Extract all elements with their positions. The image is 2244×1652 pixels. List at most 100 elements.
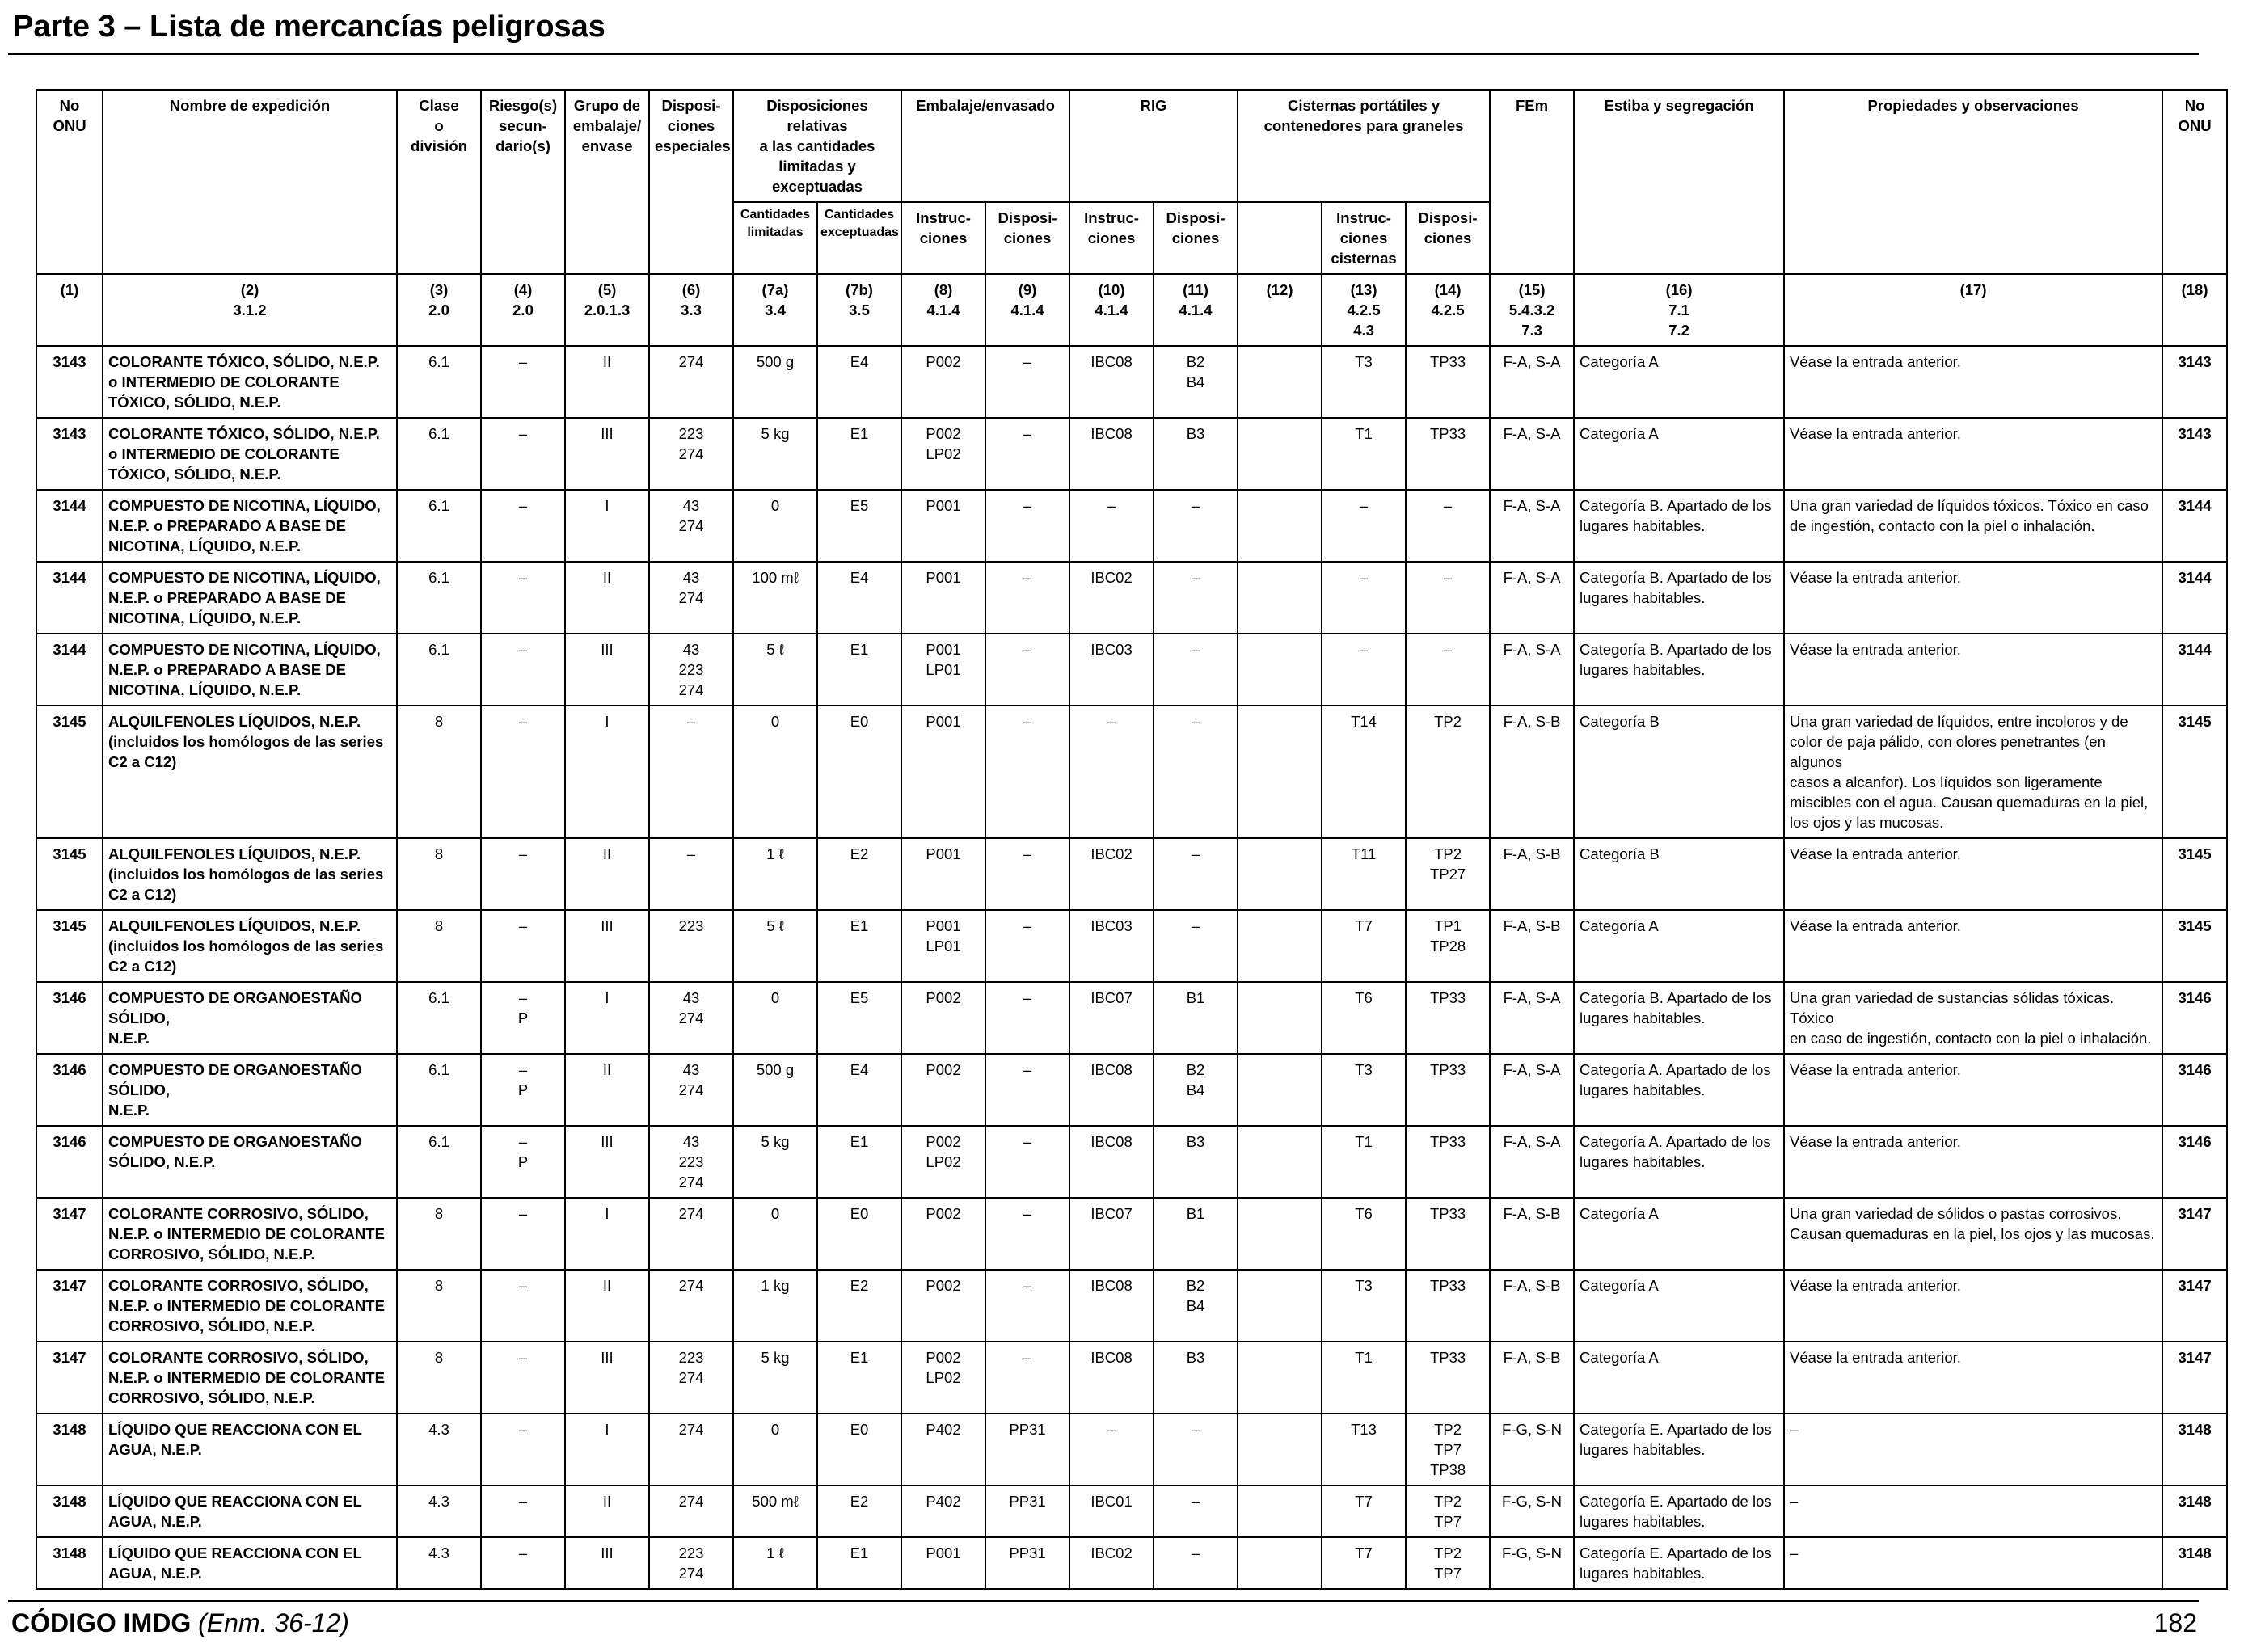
cell-propiedades: – <box>1783 1413 2164 1486</box>
table-row: 3145 ALQUILFENOLES LÍQUIDOS, N.E.P. (incl… <box>36 705 2229 839</box>
cell-onu-right: 3148 <box>2162 1413 2229 1486</box>
cell-grupo: III <box>564 909 650 983</box>
cell-onu-right: 3147 <box>2162 1269 2229 1342</box>
cell-cisternas-disposiciones: TP2 TP7 TP38 <box>1405 1413 1491 1486</box>
cell-cisternas-disposiciones: TP33 <box>1405 1341 1491 1414</box>
cell-embalaje-instrucciones: P001 LP01 <box>901 633 987 706</box>
cell-propiedades: Véase la entrada anterior. <box>1783 1341 2164 1414</box>
cell-riesgo: – <box>480 1485 566 1538</box>
cell-rig-instrucciones: IBC08 <box>1069 1125 1155 1199</box>
header-rig-instrucciones: Instruc- ciones <box>1069 201 1155 275</box>
cell-embalaje-instrucciones: P001 <box>901 489 987 563</box>
table-row: 3147 COLORANTE CORROSIVO, SÓLIDO, N.E.P. … <box>36 1197 2229 1271</box>
cell-rig-disposiciones: – <box>1153 909 1239 983</box>
cell-onu: 3147 <box>36 1197 103 1271</box>
cell-cisternas-col12 <box>1237 1413 1323 1486</box>
cell-rig-disposiciones: – <box>1153 705 1239 839</box>
cell-estiba: Categoría E. Apartado de los lugares hab… <box>1573 1413 1786 1486</box>
cell-estiba: Categoría A <box>1573 417 1786 491</box>
cell-clase: 8 <box>396 909 482 983</box>
cell-cantidades-exceptuadas: E0 <box>816 1197 903 1271</box>
dangerous-goods-table: No ONU Nombre de expedición Clase o divi… <box>36 89 2229 1590</box>
cell-nombre: COMPUESTO DE ORGANOESTAÑO SÓLIDO, N.E.P. <box>102 1125 398 1199</box>
cell-rig-disposiciones: B3 <box>1153 1341 1239 1414</box>
cell-disposiciones-especiales: 43 274 <box>648 1053 734 1127</box>
cell-embalaje-instrucciones: P002 LP02 <box>901 1125 987 1199</box>
cell-riesgo: – <box>480 633 566 706</box>
cell-cisternas-disposiciones: – <box>1405 489 1491 563</box>
cell-cisternas-disposiciones: TP33 <box>1405 1053 1491 1127</box>
cell-onu-right: 3146 <box>2162 981 2229 1055</box>
cell-cisternas-disposiciones: TP1 TP28 <box>1405 909 1491 983</box>
cell-embalaje-instrucciones: P001 <box>901 561 987 634</box>
header-cisternas-disposiciones: Disposi- ciones <box>1405 201 1491 275</box>
cell-cantidades-exceptuadas: E1 <box>816 1341 903 1414</box>
cell-cisternas-col12 <box>1237 633 1323 706</box>
cell-disposiciones-especiales: 274 <box>648 1413 734 1486</box>
cell-estiba: Categoría B <box>1573 837 1786 911</box>
cell-cantidades-exceptuadas: E0 <box>816 1413 903 1486</box>
cell-disposiciones-especiales: 223 274 <box>648 417 734 491</box>
cell-embalaje-instrucciones: P402 <box>901 1485 987 1538</box>
cell-onu: 3144 <box>36 561 103 634</box>
cell-embalaje-disposiciones: PP31 <box>985 1536 1071 1590</box>
cell-riesgo: – <box>480 1341 566 1414</box>
cell-estiba: Categoría A <box>1573 1269 1786 1342</box>
cell-nombre: COMPUESTO DE NICOTINA, LÍQUIDO, N.E.P. o… <box>102 489 398 563</box>
cell-onu: 3145 <box>36 909 103 983</box>
cell-disposiciones-especiales: 274 <box>648 1269 734 1342</box>
cell-cisternas-col12 <box>1237 345 1323 419</box>
cell-grupo: II <box>564 1269 650 1342</box>
cell-nombre: COLORANTE TÓXICO, SÓLIDO, N.E.P. o INTER… <box>102 417 398 491</box>
cell-cisternas-disposiciones: TP33 <box>1405 981 1491 1055</box>
cell-onu: 3148 <box>36 1413 103 1486</box>
header-disposiciones-especiales: Disposi- ciones especiales <box>648 89 734 275</box>
cell-propiedades: Una gran variedad de líquidos tóxicos. T… <box>1783 489 2164 563</box>
cell-cisternas-disposiciones: TP2 TP7 <box>1405 1536 1491 1590</box>
cell-propiedades: Véase la entrada anterior. <box>1783 561 2164 634</box>
cell-cantidades-limitadas: 5 kg <box>732 1341 818 1414</box>
cell-nombre: COLORANTE CORROSIVO, SÓLIDO, N.E.P. o IN… <box>102 1269 398 1342</box>
cell-onu-right: 3146 <box>2162 1053 2229 1127</box>
cell-cisternas-instrucciones: T7 <box>1321 1536 1407 1590</box>
cell-cisternas-disposiciones: TP33 <box>1405 1197 1491 1271</box>
cell-onu-right: 3147 <box>2162 1341 2229 1414</box>
column-number-cell: (17) <box>1783 273 2164 347</box>
cell-cantidades-exceptuadas: E2 <box>816 1485 903 1538</box>
cell-clase: 6.1 <box>396 345 482 419</box>
footer-code-name: CÓDIGO IMDG <box>11 1608 192 1637</box>
cell-cantidades-exceptuadas: E0 <box>816 705 903 839</box>
cell-rig-instrucciones: IBC08 <box>1069 345 1155 419</box>
cell-onu-right: 3143 <box>2162 417 2229 491</box>
cell-cisternas-col12 <box>1237 981 1323 1055</box>
cell-clase: 6.1 <box>396 1053 482 1127</box>
cell-nombre: ALQUILFENOLES LÍQUIDOS, N.E.P. (incluido… <box>102 909 398 983</box>
title-divider <box>8 53 2199 55</box>
cell-rig-disposiciones: B3 <box>1153 417 1239 491</box>
cell-cantidades-limitadas: 0 <box>732 1413 818 1486</box>
cell-grupo: III <box>564 417 650 491</box>
cell-rig-disposiciones: – <box>1153 561 1239 634</box>
column-number-cell: (5) 2.0.1.3 <box>564 273 650 347</box>
cell-rig-instrucciones: IBC02 <box>1069 561 1155 634</box>
header-cisternas-blank <box>1237 201 1323 275</box>
cell-rig-instrucciones: IBC02 <box>1069 837 1155 911</box>
cell-riesgo: – <box>480 909 566 983</box>
header-nombre: Nombre de expedición <box>102 89 398 275</box>
table-row: 3145 ALQUILFENOLES LÍQUIDOS, N.E.P. (incl… <box>36 837 2229 911</box>
cell-fem: F-A, S-A <box>1489 981 1575 1055</box>
cell-riesgo: – <box>480 1536 566 1590</box>
cell-disposiciones-especiales: 274 <box>648 1197 734 1271</box>
cell-fem: F-A, S-A <box>1489 561 1575 634</box>
cell-rig-instrucciones: IBC01 <box>1069 1485 1155 1538</box>
cell-fem: F-A, S-B <box>1489 1341 1575 1414</box>
cell-clase: 6.1 <box>396 633 482 706</box>
cell-cantidades-limitadas: 5 ℓ <box>732 633 818 706</box>
cell-propiedades: Véase la entrada anterior. <box>1783 1053 2164 1127</box>
cell-onu: 3148 <box>36 1485 103 1538</box>
column-number-cell: (13) 4.2.5 4.3 <box>1321 273 1407 347</box>
cell-embalaje-disposiciones: – <box>985 909 1071 983</box>
cell-cantidades-limitadas: 0 <box>732 981 818 1055</box>
cell-nombre: COMPUESTO DE ORGANOESTAÑO SÓLIDO, N.E.P. <box>102 981 398 1055</box>
cell-nombre: ALQUILFENOLES LÍQUIDOS, N.E.P. (incluido… <box>102 837 398 911</box>
